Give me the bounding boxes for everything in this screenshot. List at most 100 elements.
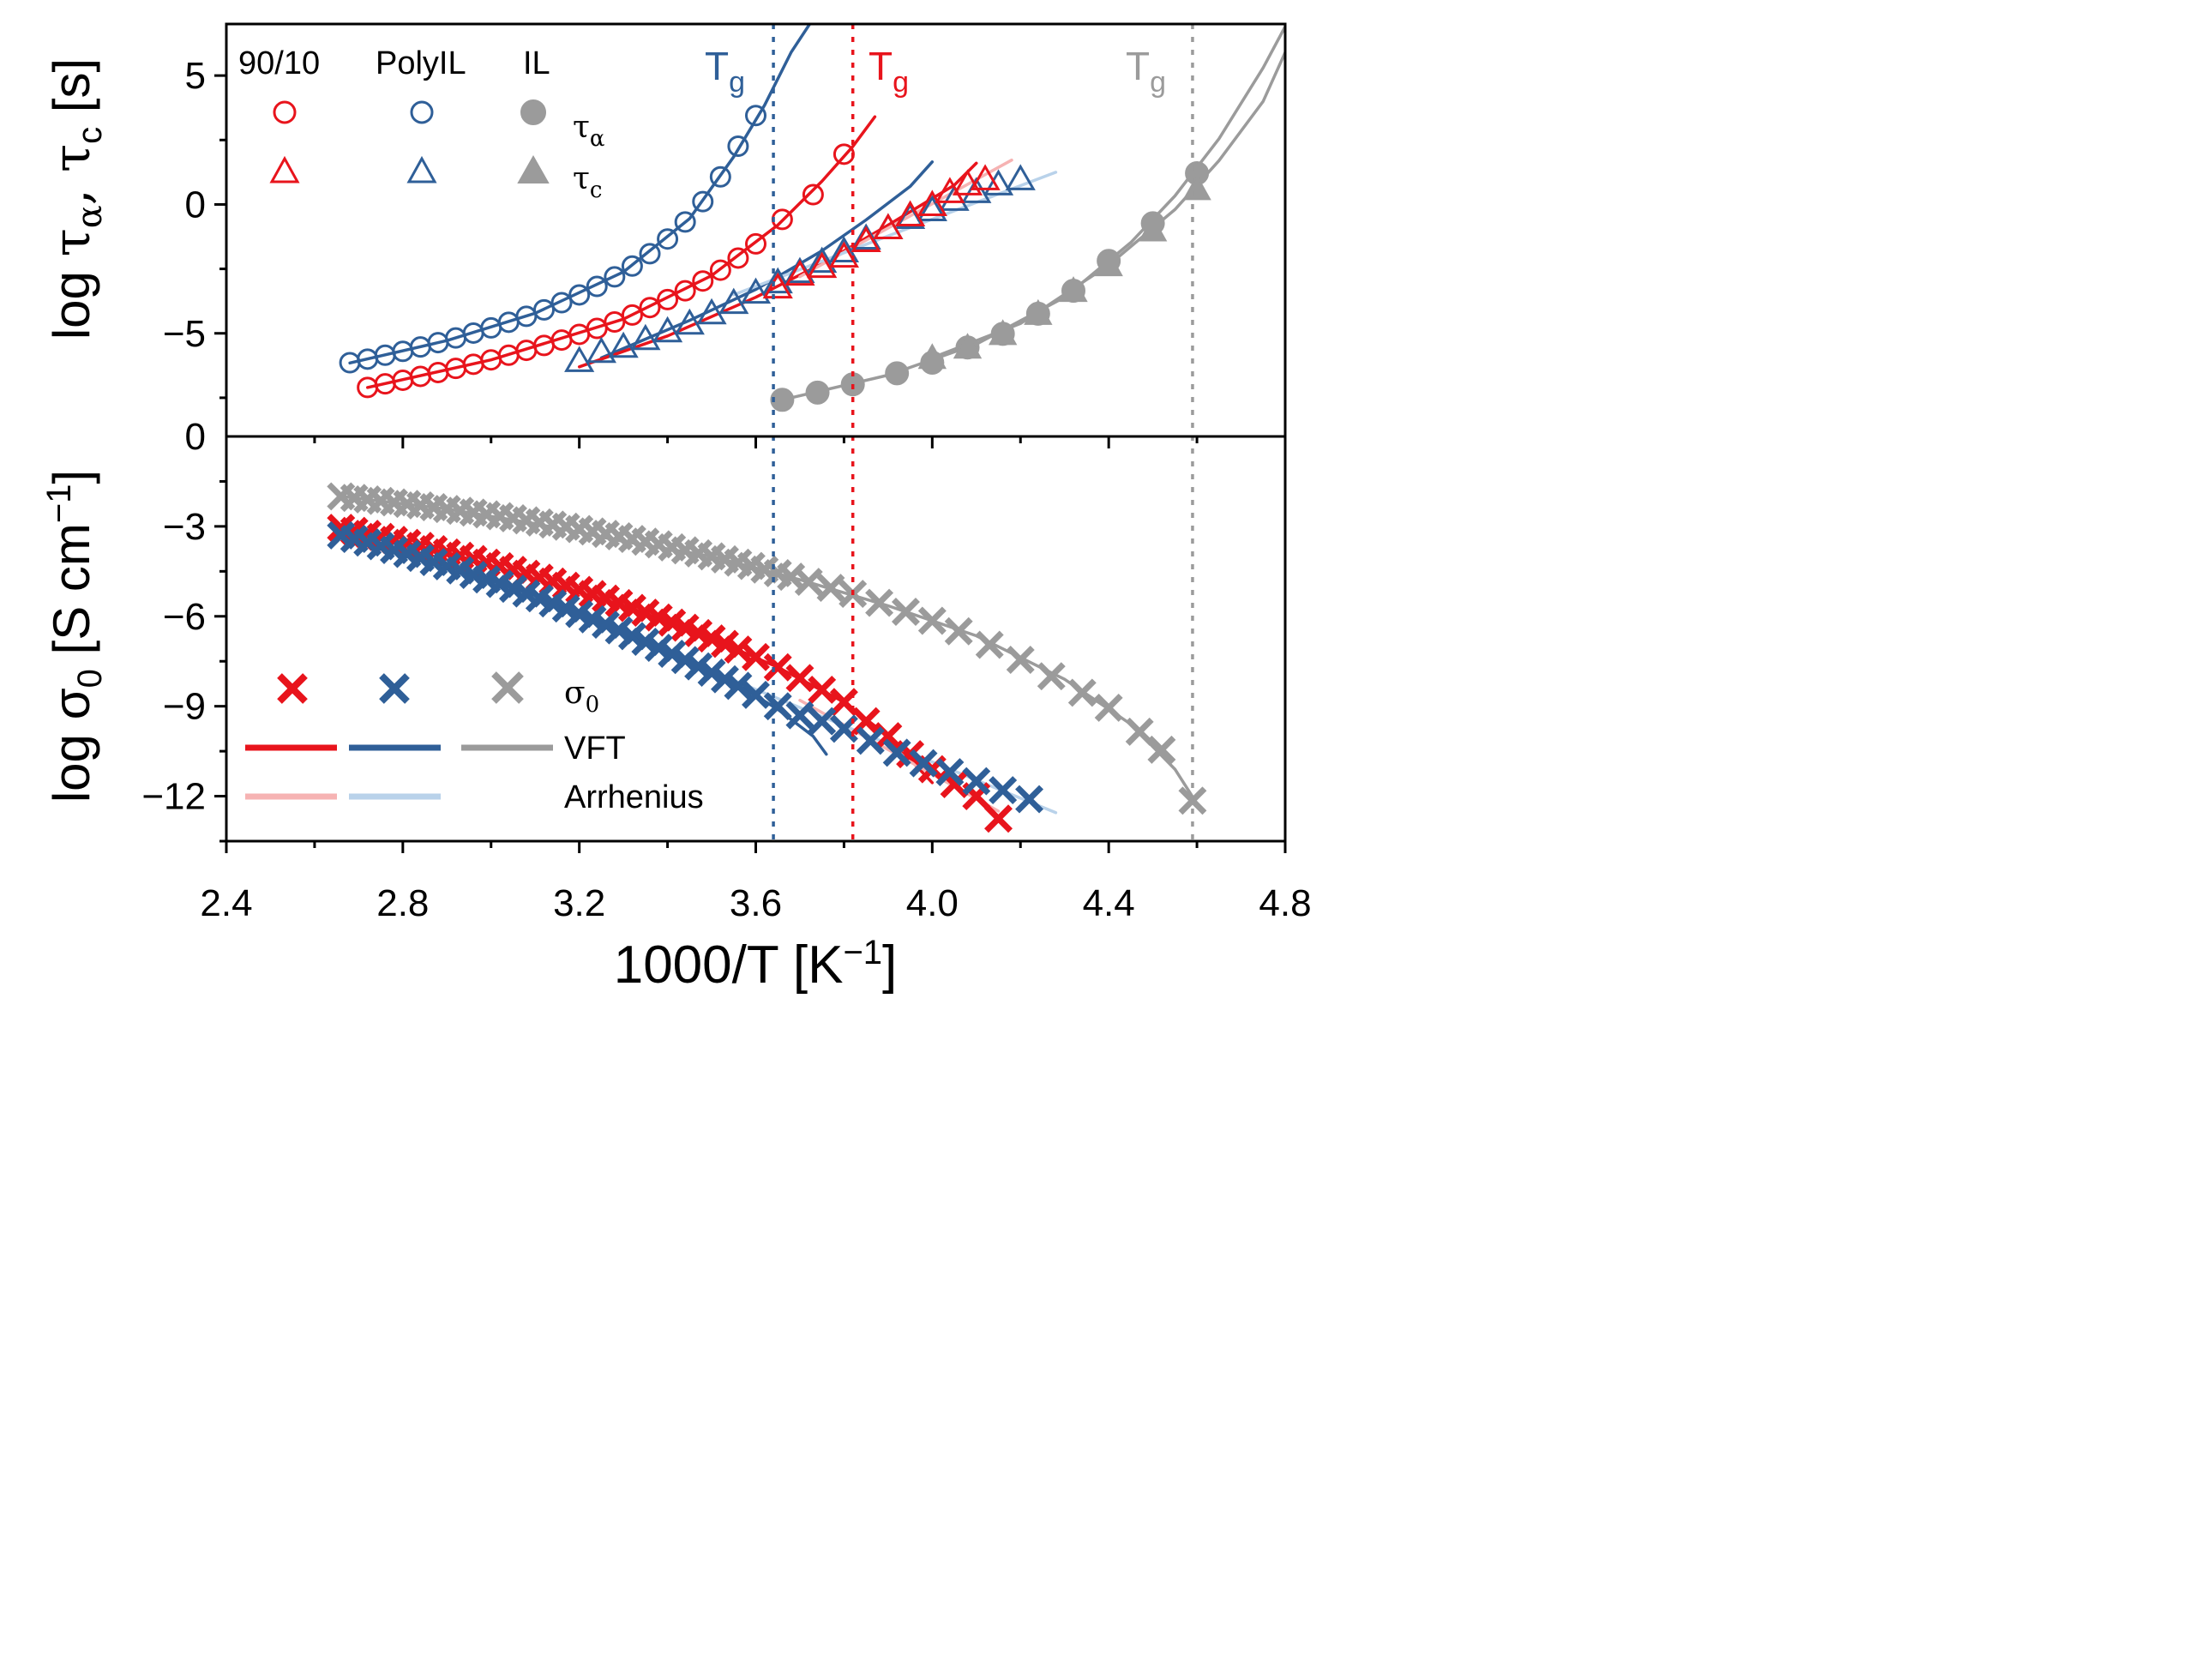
data-point-il-c bbox=[917, 343, 947, 370]
data-point-il-0 bbox=[1147, 735, 1176, 764]
x-tick-label: 4.8 bbox=[1259, 882, 1311, 924]
data-point-polyil-c bbox=[807, 246, 838, 274]
data-point-polyil bbox=[568, 284, 591, 306]
data-point-polyil-0 bbox=[724, 671, 753, 701]
data-point-polyil bbox=[550, 292, 573, 314]
data-point-90-10-c bbox=[970, 164, 1001, 190]
data-point-90-10 bbox=[745, 232, 766, 255]
data-point-polyil bbox=[533, 298, 555, 321]
data-point-polyil-0 bbox=[962, 767, 991, 796]
data-point-polyil-c bbox=[718, 287, 749, 315]
bottom-y-tick-label: −12 bbox=[141, 776, 206, 818]
legend-marker-9010-sigma bbox=[277, 673, 308, 704]
data-point-il-0 bbox=[917, 606, 947, 635]
data-point-il bbox=[805, 380, 830, 405]
legend-header-il: IL bbox=[523, 45, 550, 81]
x-tick-label: 4.4 bbox=[1083, 882, 1135, 924]
data-point-il-c bbox=[1059, 276, 1088, 303]
legend-label-tau-alpha: τα bbox=[573, 110, 604, 152]
legend-marker-9010-tau-c bbox=[269, 155, 300, 183]
data-point-90-10 bbox=[674, 280, 696, 302]
data-point-90-10 bbox=[639, 297, 661, 319]
tg-label-il: Tg bbox=[1126, 44, 1166, 99]
fit-line-polyil-arrhenius bbox=[732, 171, 1058, 297]
legend-marker-9010-tau-alpha bbox=[273, 100, 297, 124]
data-point-90-10-0 bbox=[742, 642, 770, 671]
data-point-polyil-c bbox=[1005, 164, 1036, 190]
data-point-il-0 bbox=[816, 574, 845, 603]
top-y-tick-label: −5 bbox=[163, 313, 206, 355]
fit-line-polyil-c-vft bbox=[599, 160, 935, 360]
bottom-y-axis-label: log σ0 [S cm−1] bbox=[40, 470, 109, 803]
data-point-polyil-c bbox=[630, 323, 661, 351]
data-point-polyil-0 bbox=[882, 738, 911, 767]
data-point-polyil bbox=[657, 228, 679, 250]
figure-canvas: 2.4 2.8 3.2 3.6 4.0 4.4 4.8 5 0 −5 0 −3 −6 −9 −12 Tg… bbox=[40, 22, 1312, 995]
data-point-90-10-c bbox=[873, 213, 904, 239]
legend-header-9010: 90/10 bbox=[238, 45, 320, 81]
x-tick-label: 3.6 bbox=[730, 882, 782, 924]
data-point-il-c bbox=[1138, 215, 1168, 242]
data-point-il-0 bbox=[975, 630, 1004, 659]
legend-header-polyil: PolyIL bbox=[376, 45, 466, 81]
data-point-90-10-0 bbox=[763, 653, 792, 682]
data-point-il-0 bbox=[1125, 717, 1154, 746]
legend-marker-il-sigma bbox=[491, 671, 524, 704]
data-point-polyil-0 bbox=[1015, 785, 1044, 814]
x-tick-label: 3.2 bbox=[553, 882, 605, 924]
legend-marker-il-tau-alpha bbox=[520, 99, 546, 125]
data-point-90-10 bbox=[727, 247, 749, 269]
data-point-il-0 bbox=[1037, 662, 1066, 691]
data-point-polyil bbox=[621, 255, 643, 277]
fit-line-il-vft bbox=[780, 25, 1285, 402]
x-tick-label: 2.8 bbox=[376, 882, 429, 924]
bottom-y-tick-label: −9 bbox=[163, 686, 206, 728]
legend-marker-polyil-sigma bbox=[379, 673, 410, 704]
data-point-90-10-0 bbox=[724, 635, 753, 665]
data-point-polyil bbox=[586, 275, 608, 298]
data-point-polyil-0 bbox=[785, 701, 814, 730]
data-point-90-10 bbox=[604, 311, 626, 334]
data-point-90-10-c bbox=[828, 241, 860, 268]
data-point-il-0 bbox=[891, 598, 920, 627]
legend-label-tau-c: τc bbox=[573, 161, 602, 203]
legend-marker-polyil-tau-c bbox=[406, 155, 437, 183]
data-point-90-10-c bbox=[851, 226, 881, 253]
data-point-polyil-0 bbox=[856, 726, 885, 755]
data-point-polyil bbox=[709, 165, 731, 188]
top-y-tick-label: 0 bbox=[185, 416, 206, 458]
data-point-polyil-0 bbox=[909, 749, 938, 778]
top-y-axis-ticks bbox=[214, 74, 226, 400]
legend-label-vft: VFT bbox=[564, 731, 626, 767]
data-point-polyil-c bbox=[784, 256, 815, 284]
data-point-il-0 bbox=[1006, 645, 1035, 674]
data-point-polyil-0 bbox=[742, 680, 770, 709]
data-point-90-10-c bbox=[762, 272, 793, 299]
data-point-polyil-0 bbox=[935, 758, 965, 787]
data-point-90-10 bbox=[709, 259, 731, 281]
data-point-polyil-c bbox=[851, 223, 881, 250]
bottom-legend: σ0 VFT Arrhenius bbox=[245, 671, 704, 815]
data-point-il-0 bbox=[1094, 693, 1123, 722]
bottom-panel-data-markers bbox=[327, 482, 1207, 833]
x-axis-ticks bbox=[225, 436, 1287, 853]
data-point-polyil-c bbox=[674, 308, 705, 335]
top-y-axis-label: log τα, τc [s] bbox=[42, 58, 110, 340]
data-point-il bbox=[770, 388, 795, 412]
bottom-y-tick-labels: −3 −6 −9 −12 bbox=[141, 506, 206, 818]
data-point-polyil-c bbox=[828, 236, 860, 263]
data-point-90-10-c bbox=[784, 259, 815, 286]
data-point-90-10-c bbox=[917, 189, 947, 216]
top-legend: 90/10 PolyIL IL τα τc bbox=[238, 45, 604, 203]
data-point-polyil bbox=[727, 135, 749, 157]
data-point-polyil-0 bbox=[763, 692, 792, 721]
data-point-il bbox=[885, 361, 910, 386]
data-point-il-c bbox=[953, 333, 983, 359]
top-panel-fit-lines bbox=[348, 24, 1285, 402]
data-point-90-10 bbox=[657, 288, 679, 310]
data-point-polyil bbox=[745, 105, 766, 127]
top-y-tick-label: 5 bbox=[185, 55, 206, 97]
data-point-polyil-c bbox=[917, 195, 947, 221]
data-point-90-10 bbox=[802, 183, 824, 206]
data-point-il-c bbox=[1182, 174, 1211, 201]
